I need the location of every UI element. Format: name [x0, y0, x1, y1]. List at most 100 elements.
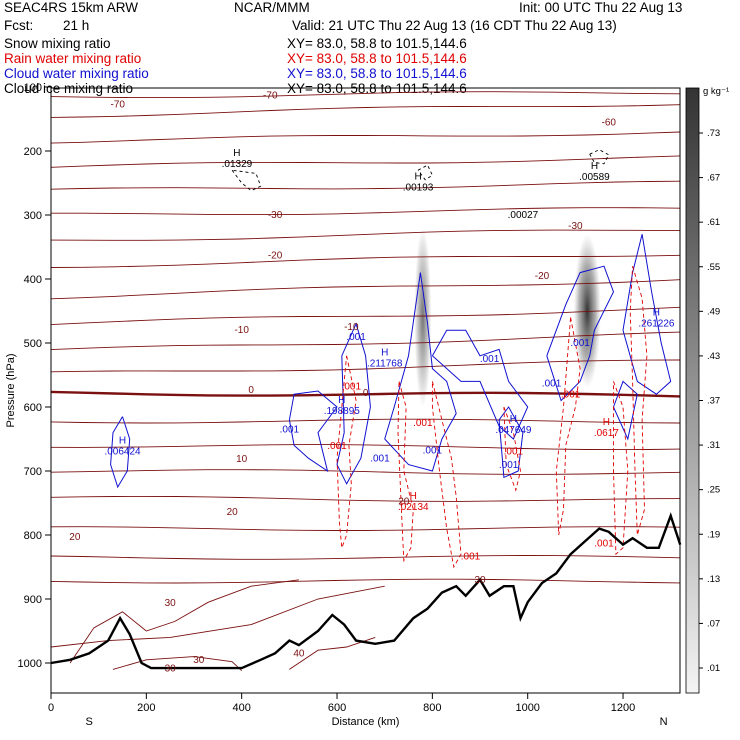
- cloud-water-contour: [622, 234, 672, 395]
- colorbar-tick-label: .55: [707, 262, 720, 273]
- snow-ice-high-marker: H: [414, 172, 421, 183]
- snow-ice-label: .00589: [579, 172, 610, 183]
- isotherm-line: [51, 495, 680, 502]
- y-axis-title: Pressure (hPa): [5, 354, 17, 428]
- legend-snow-xy: XY= 83.0, 58.8 to 101.5,144.6: [287, 36, 467, 51]
- colorbar-tick-label: .49: [707, 306, 720, 317]
- colorbar-tick-label: .73: [707, 128, 720, 139]
- isotherm-label: 30: [474, 575, 486, 586]
- rain-water-contour: [397, 381, 414, 563]
- y-tick-label: 300: [24, 210, 42, 222]
- cloud-water-contour: [613, 380, 638, 441]
- isotherm-label: 10: [236, 454, 248, 465]
- colorbar-tick-label: .25: [707, 485, 720, 496]
- isotherm-label: -20: [535, 271, 550, 282]
- y-tick-label: 100: [24, 82, 42, 94]
- snow-ice-contour: [231, 169, 262, 192]
- cloud-water-contour: [110, 416, 131, 489]
- colorbar-tick-label: .19: [707, 529, 720, 540]
- cloud-water-contour: [546, 265, 615, 402]
- isotherm-loop: [112, 656, 243, 672]
- rain-water-label: .001: [342, 382, 362, 393]
- rain-water-contour: [613, 381, 629, 556]
- cloud-water-high-marker: H: [653, 307, 660, 318]
- forecast-hours: 21 h: [63, 18, 90, 33]
- snow-ice-contour: [589, 149, 610, 165]
- rain-water-high-marker: H: [603, 417, 610, 428]
- cloud-water-label: .211768: [367, 359, 403, 370]
- cloud-water-label: .047649: [495, 425, 532, 436]
- colorbar-tick-label: .13: [707, 574, 720, 585]
- colorbar-ramp: [685, 87, 700, 694]
- isotherm-label: 20: [227, 507, 239, 518]
- isotherm-line: [51, 306, 680, 326]
- isotherm-line: [51, 585, 385, 648]
- cloud-water-label: .001: [370, 453, 390, 464]
- rain-water-label: .0617: [594, 428, 619, 439]
- rain-water-high-marker: H: [410, 491, 417, 502]
- legend-snow: Snow mixing ratio: [4, 36, 111, 51]
- terrain-line: [50, 512, 682, 670]
- rain-water-label: .001: [561, 389, 581, 400]
- cloud-water-contour: [498, 406, 524, 479]
- isotherm-line: [51, 526, 680, 531]
- cloud-water-label: .001: [480, 354, 500, 365]
- legend-rain: Rain water mixing ratio: [4, 51, 142, 66]
- temperature-contours: [51, 91, 680, 672]
- y-tick-label: 400: [24, 274, 42, 286]
- colorbar-tick-label: .07: [707, 618, 720, 629]
- rain-water-contour: [629, 266, 648, 536]
- isotherm-label: -10: [344, 322, 359, 333]
- rain-water-label: .001: [504, 446, 524, 457]
- isotherm-label: -70: [111, 99, 126, 110]
- isotherm-label: 30: [165, 663, 177, 674]
- cloud-water-label: .001: [570, 338, 590, 349]
- isotherm-label: -30: [568, 221, 583, 232]
- isotherm-label: -20: [268, 251, 283, 262]
- isotherm-label: 0: [248, 385, 254, 396]
- x-tick-label: 600: [328, 702, 346, 714]
- isotherm-label: -70: [263, 91, 278, 102]
- colorbar-tick-label: .67: [707, 173, 720, 184]
- isotherm-label: 20: [69, 532, 81, 543]
- cloud-water-label: .001: [499, 460, 519, 471]
- isotherm-line: [51, 207, 680, 216]
- colorbar-tick-label: .31: [707, 440, 720, 451]
- rain-water-contour: [555, 317, 581, 536]
- rain-water-label: .001: [413, 418, 433, 429]
- rain-water-label: .001: [594, 539, 614, 550]
- cloud-water-high-marker: H: [510, 414, 517, 425]
- y-tick-label: 500: [24, 338, 42, 350]
- y-tick-label: 1000: [18, 658, 42, 670]
- rain-water-label: .02134: [398, 502, 429, 513]
- forecast-label: Fcst:: [4, 18, 34, 33]
- isotherm-line: [51, 254, 680, 268]
- rain-water-contour: [431, 381, 462, 569]
- snow-ice-high-marker: H: [591, 161, 598, 172]
- cloud-water-label: .001: [542, 379, 562, 390]
- isotherm-line: [51, 331, 680, 351]
- rain-water-contour: [503, 406, 521, 492]
- snow-ice-label: .01329: [222, 159, 253, 170]
- x-tick-label: 1200: [611, 702, 635, 714]
- colorbar-tick-label: .43: [707, 351, 720, 362]
- x-tick-label: 800: [423, 702, 441, 714]
- cloud-water-label: .001: [423, 446, 443, 457]
- y-tick-label: 200: [24, 146, 42, 158]
- terrain-profile: [50, 512, 682, 670]
- isotherm-line: [51, 578, 680, 584]
- isotherm-line: [51, 359, 680, 373]
- isotherm-line: [51, 155, 680, 168]
- isotherm-label: -30: [268, 210, 283, 221]
- y-tick-label: 600: [24, 402, 42, 414]
- snow-ice-high-marker: H: [233, 148, 240, 159]
- plot-frame: [50, 87, 681, 694]
- cloud-water-label: .006424: [104, 446, 141, 457]
- isotherm-label: 20: [398, 496, 410, 507]
- rain-water-label: .001: [327, 441, 347, 452]
- mixing-ratio-shading: [414, 227, 601, 407]
- isotherm-line: [51, 91, 680, 99]
- snow-ice-label: .00027: [508, 210, 539, 221]
